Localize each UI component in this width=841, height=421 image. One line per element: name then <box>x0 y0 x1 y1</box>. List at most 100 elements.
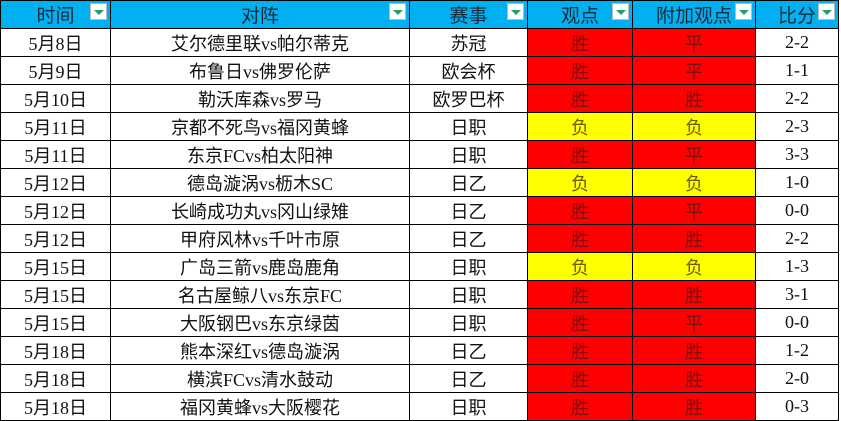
cell-extra-prediction[interactable]: 负 <box>632 168 756 197</box>
cell-score[interactable]: 0-0 <box>755 308 839 337</box>
cell-score[interactable]: 2-0 <box>755 364 839 393</box>
cell-score[interactable]: 2-3 <box>755 112 839 141</box>
cell-date[interactable]: 5月15日 <box>0 308 111 337</box>
cell-matchup[interactable]: 甲府风林vs千叶市原 <box>110 224 410 253</box>
cell-date[interactable]: 5月10日 <box>0 84 111 113</box>
cell-prediction[interactable]: 负 <box>527 112 633 141</box>
cell-prediction[interactable]: 负 <box>527 168 633 197</box>
table-row: 5月18日 熊本深红vs德岛漩涡 日乙胜胜 1-2 <box>0 336 839 365</box>
header-score: 比分 <box>755 0 839 29</box>
cell-matchup[interactable]: 东京FCvs柏太阳神 <box>110 140 410 169</box>
cell-league[interactable]: 日乙 <box>409 364 528 393</box>
filter-dropdown-icon[interactable] <box>612 3 629 20</box>
cell-extra-prediction[interactable]: 胜 <box>632 336 756 365</box>
table-row: 5月15日 大阪钢巴vs东京绿茵 日职胜平 0-0 <box>0 308 839 337</box>
filter-dropdown-icon[interactable] <box>507 3 524 20</box>
filter-dropdown-icon[interactable] <box>389 3 406 20</box>
cell-date[interactable]: 5月12日 <box>0 224 111 253</box>
cell-matchup[interactable]: 福冈黄蜂vs大阪樱花 <box>110 392 410 421</box>
cell-extra-prediction[interactable]: 平 <box>632 308 756 337</box>
cell-score[interactable]: 2-2 <box>755 28 839 57</box>
cell-league[interactable]: 日职 <box>409 308 528 337</box>
cell-extra-prediction[interactable]: 平 <box>632 140 756 169</box>
cell-matchup[interactable]: 京都不死鸟vs福冈黄蜂 <box>110 112 410 141</box>
cell-league[interactable]: 欧会杯 <box>409 56 528 85</box>
cell-prediction[interactable]: 胜 <box>527 308 633 337</box>
cell-score[interactable]: 2-2 <box>755 224 839 253</box>
cell-prediction[interactable]: 胜 <box>527 364 633 393</box>
cell-date[interactable]: 5月15日 <box>0 252 111 281</box>
cell-extra-prediction[interactable]: 胜 <box>632 84 756 113</box>
cell-extra-prediction[interactable]: 负 <box>632 252 756 281</box>
cell-league[interactable]: 日职 <box>409 140 528 169</box>
cell-score[interactable]: 0-0 <box>755 196 839 225</box>
filter-dropdown-icon[interactable] <box>818 3 835 20</box>
table-row: 5月12日 甲府风林vs千叶市原 日乙胜胜 2-2 <box>0 224 839 253</box>
cell-date[interactable]: 5月12日 <box>0 168 111 197</box>
cell-league[interactable]: 日职 <box>409 280 528 309</box>
cell-prediction[interactable]: 胜 <box>527 392 633 421</box>
cell-score[interactable]: 2-2 <box>755 84 839 113</box>
cell-league[interactable]: 日乙 <box>409 196 528 225</box>
cell-extra-prediction[interactable]: 胜 <box>632 364 756 393</box>
cell-score[interactable]: 1-2 <box>755 336 839 365</box>
cell-prediction[interactable]: 负 <box>527 252 633 281</box>
cell-prediction[interactable]: 胜 <box>527 28 633 57</box>
cell-prediction[interactable]: 胜 <box>527 336 633 365</box>
cell-score[interactable]: 1-0 <box>755 168 839 197</box>
cell-matchup[interactable]: 广岛三箭vs鹿岛鹿角 <box>110 252 410 281</box>
cell-matchup[interactable]: 长崎成功丸vs冈山绿雉 <box>110 196 410 225</box>
cell-league[interactable]: 日乙 <box>409 168 528 197</box>
filter-dropdown-icon[interactable] <box>735 3 752 20</box>
cell-date[interactable]: 5月15日 <box>0 280 111 309</box>
cell-date[interactable]: 5月11日 <box>0 140 111 169</box>
filter-dropdown-icon[interactable] <box>90 3 107 20</box>
cell-score[interactable]: 1-3 <box>755 252 839 281</box>
cell-matchup[interactable]: 熊本深红vs德岛漩涡 <box>110 336 410 365</box>
cell-extra-prediction[interactable]: 平 <box>632 28 756 57</box>
cell-date[interactable]: 5月11日 <box>0 112 111 141</box>
cell-prediction[interactable]: 胜 <box>527 140 633 169</box>
cell-date[interactable]: 5月8日 <box>0 28 111 57</box>
cell-matchup[interactable]: 横滨FCvs清水鼓动 <box>110 364 410 393</box>
cell-score[interactable]: 3-1 <box>755 280 839 309</box>
cell-matchup[interactable]: 名古屋鲸八vs东京FC <box>110 280 410 309</box>
cell-date[interactable]: 5月18日 <box>0 364 111 393</box>
cell-score[interactable]: 1-1 <box>755 56 839 85</box>
header-label: 时间 <box>36 6 75 27</box>
cell-extra-prediction[interactable]: 平 <box>632 196 756 225</box>
cell-prediction[interactable]: 胜 <box>527 280 633 309</box>
cell-matchup[interactable]: 德岛漩涡vs枥木SC <box>110 168 410 197</box>
cell-league[interactable]: 欧罗巴杯 <box>409 84 528 113</box>
cell-extra-prediction[interactable]: 负 <box>632 112 756 141</box>
cell-extra-prediction[interactable]: 平 <box>632 56 756 85</box>
cell-date[interactable]: 5月18日 <box>0 336 111 365</box>
table-row: 5月9日 布鲁日vs佛罗伦萨 欧会杯胜平 1-1 <box>0 56 839 85</box>
cell-prediction[interactable]: 胜 <box>527 196 633 225</box>
cell-matchup[interactable]: 艾尔德里联vs帕尔蒂克 <box>110 28 410 57</box>
cell-score[interactable]: 0-3 <box>755 392 839 421</box>
cell-matchup[interactable]: 勒沃库森vs罗马 <box>110 84 410 113</box>
header-date: 时间 <box>0 0 111 29</box>
table-row: 5月11日 东京FCvs柏太阳神 日职胜平 3-3 <box>0 140 839 169</box>
cell-league[interactable]: 日乙 <box>409 336 528 365</box>
cell-date[interactable]: 5月12日 <box>0 196 111 225</box>
cell-score[interactable]: 3-3 <box>755 140 839 169</box>
cell-matchup[interactable]: 布鲁日vs佛罗伦萨 <box>110 56 410 85</box>
cell-date[interactable]: 5月18日 <box>0 392 111 421</box>
cell-prediction[interactable]: 胜 <box>527 56 633 85</box>
cell-extra-prediction[interactable]: 胜 <box>632 392 756 421</box>
cell-prediction[interactable]: 胜 <box>527 224 633 253</box>
cell-league[interactable]: 日职 <box>409 392 528 421</box>
cell-extra-prediction[interactable]: 胜 <box>632 224 756 253</box>
cell-league[interactable]: 日乙 <box>409 224 528 253</box>
table-row: 5月11日 京都不死鸟vs福冈黄蜂 日职负负 2-3 <box>0 112 839 141</box>
cell-extra-prediction[interactable]: 胜 <box>632 280 756 309</box>
cell-matchup[interactable]: 大阪钢巴vs东京绿茵 <box>110 308 410 337</box>
cell-league[interactable]: 苏冠 <box>409 28 528 57</box>
header-label: 比分 <box>777 6 816 27</box>
cell-prediction[interactable]: 胜 <box>527 84 633 113</box>
cell-league[interactable]: 日职 <box>409 252 528 281</box>
cell-date[interactable]: 5月9日 <box>0 56 111 85</box>
cell-league[interactable]: 日职 <box>409 112 528 141</box>
